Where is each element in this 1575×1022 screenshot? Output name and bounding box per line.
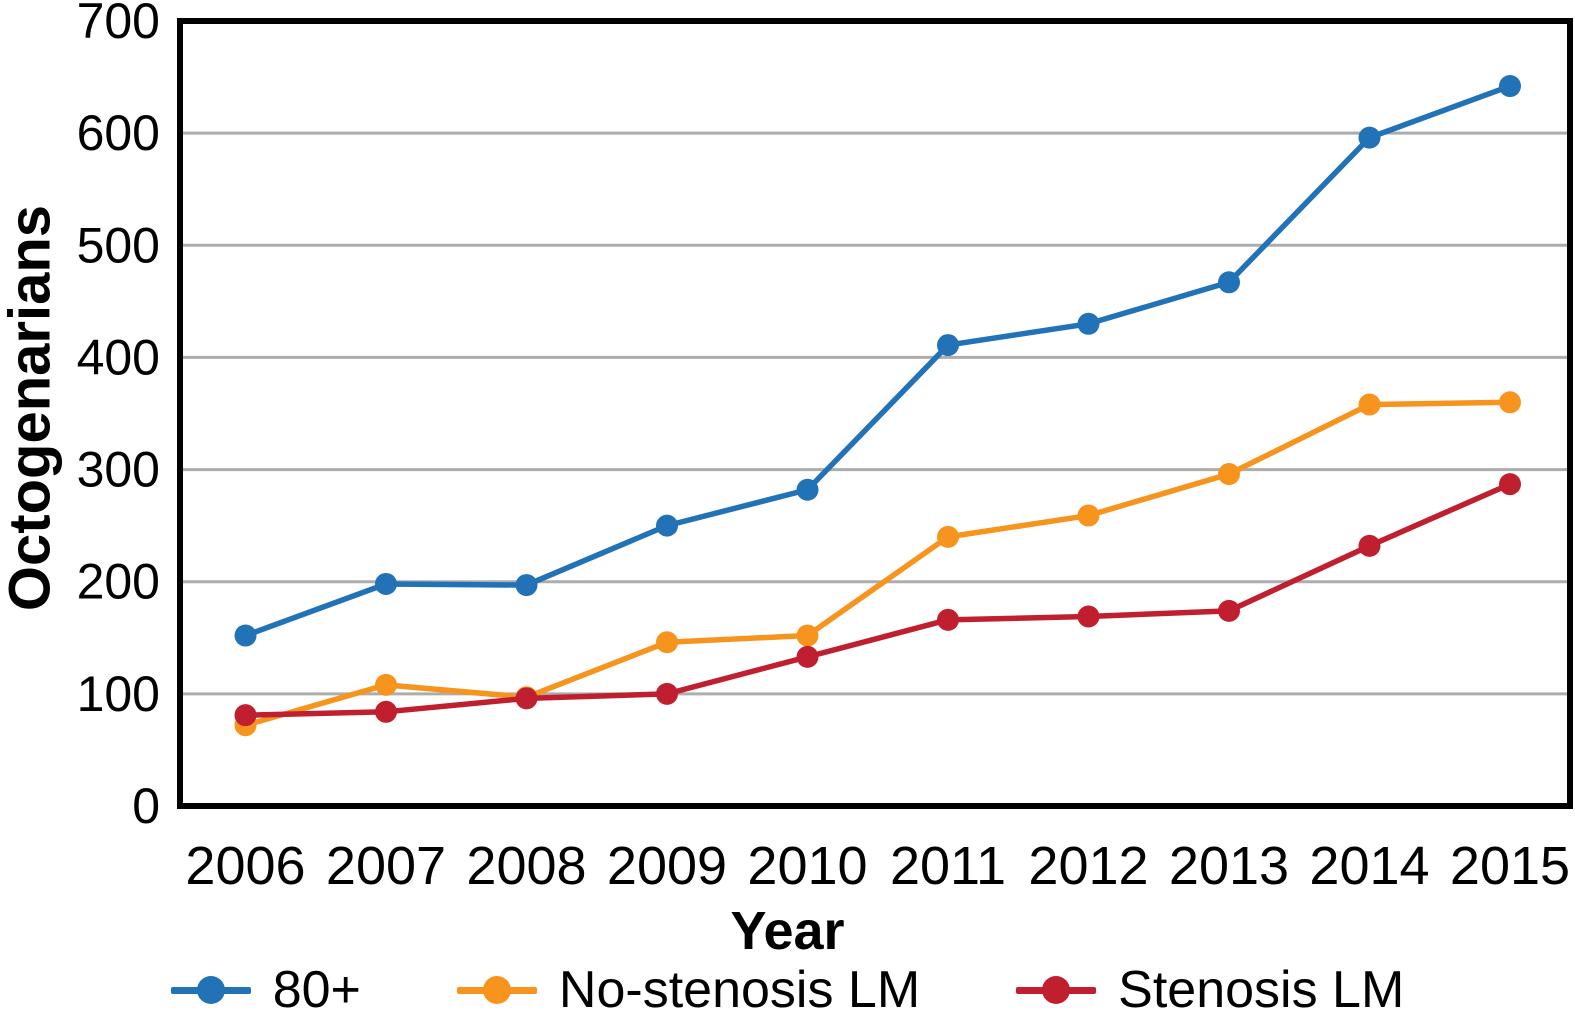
y-tick-label: 100	[77, 666, 160, 722]
legend-item-stenosis-lm: Stenosis LM	[1016, 960, 1404, 1020]
data-point-no-stenosis-lm-2007	[375, 673, 397, 696]
legend-marker-no-stenosis-lm-icon	[456, 974, 537, 1006]
x-tick-label: 2015	[1450, 836, 1570, 896]
data-point-no-stenosis-lm-2012	[1077, 504, 1100, 527]
legend-item-no-stenosis-lm: No-stenosis LM	[456, 960, 921, 1020]
legend-label-no-stenosis-lm: No-stenosis LM	[558, 961, 921, 1019]
legend-dot-icon	[482, 976, 511, 1004]
legend: 80+ No-stenosis LM Stenosis LM	[0, 960, 1575, 1020]
y-axis-title: Octogenarians	[0, 204, 63, 612]
data-point-80plus-2006	[234, 624, 257, 647]
x-tick-label: 2014	[1309, 836, 1429, 896]
data-point-stenosis-lm-2011	[937, 608, 959, 631]
legend-label-stenosis-lm: Stenosis LM	[1118, 961, 1405, 1019]
x-tick-label: 2010	[747, 836, 867, 896]
y-tick-label: 200	[77, 554, 160, 610]
data-point-stenosis-lm-2006	[234, 704, 257, 727]
data-point-no-stenosis-lm-2014	[1358, 393, 1381, 416]
x-tick-label: 2013	[1169, 836, 1289, 896]
x-axis-title: Year	[730, 901, 845, 961]
x-tick-label: 2006	[185, 836, 305, 896]
y-tick-label: 0	[132, 778, 160, 834]
data-point-80plus-2010	[796, 478, 819, 501]
y-tick-label: 700	[77, 0, 160, 49]
legend-dot-icon	[1042, 976, 1071, 1004]
x-tick-label: 2012	[1028, 836, 1148, 896]
series-line-no-stenosis-lm	[244, 399, 1511, 728]
data-point-80plus-2013	[1218, 271, 1240, 294]
y-tick-label: 600	[77, 105, 160, 161]
plot-border	[177, 18, 1573, 809]
data-point-stenosis-lm-2012	[1077, 605, 1100, 628]
legend-item-80plus: 80+	[170, 960, 361, 1020]
y-tick-label: 300	[77, 442, 160, 498]
y-tick-label: 500	[77, 217, 160, 273]
data-point-80plus-2009	[656, 514, 678, 537]
legend-dot-icon	[196, 976, 225, 1004]
data-point-no-stenosis-lm-2015	[1499, 391, 1521, 414]
data-point-stenosis-lm-2013	[1218, 599, 1240, 622]
data-point-no-stenosis-lm-2010	[796, 624, 819, 647]
data-point-80plus-2015	[1499, 75, 1521, 98]
x-tick-label: 2009	[607, 836, 727, 896]
series-line-80plus	[244, 83, 1511, 639]
data-point-stenosis-lm-2014	[1358, 534, 1381, 557]
x-tick-label: 2007	[326, 836, 446, 896]
data-point-80plus-2012	[1077, 312, 1100, 335]
data-point-80plus-2008	[515, 574, 538, 597]
data-point-no-stenosis-lm-2009	[656, 631, 678, 654]
data-point-stenosis-lm-2015	[1499, 473, 1521, 496]
data-point-no-stenosis-lm-2011	[937, 525, 959, 548]
data-point-stenosis-lm-2010	[796, 645, 819, 668]
legend-label-80plus: 80+	[272, 961, 361, 1019]
data-point-no-stenosis-lm-2013	[1218, 463, 1240, 486]
data-point-80plus-2011	[937, 334, 959, 357]
series-line-stenosis-lm	[245, 481, 1512, 718]
data-point-stenosis-lm-2008	[515, 687, 538, 710]
x-tick-label: 2011	[890, 836, 1006, 896]
y-tick-label: 400	[77, 329, 160, 385]
legend-marker-80plus-icon	[170, 974, 251, 1006]
plot-area: 0 100 200 300 400 500 600 700 2006 2007 2008 2009 20…	[77, 0, 1573, 896]
legend-marker-stenosis-lm-icon	[1016, 974, 1097, 1006]
data-point-80plus-2014	[1358, 126, 1381, 149]
data-point-80plus-2007	[375, 572, 397, 595]
data-point-stenosis-lm-2009	[656, 682, 678, 705]
data-point-stenosis-lm-2007	[375, 700, 397, 723]
x-tick-label: 2008	[466, 836, 586, 896]
